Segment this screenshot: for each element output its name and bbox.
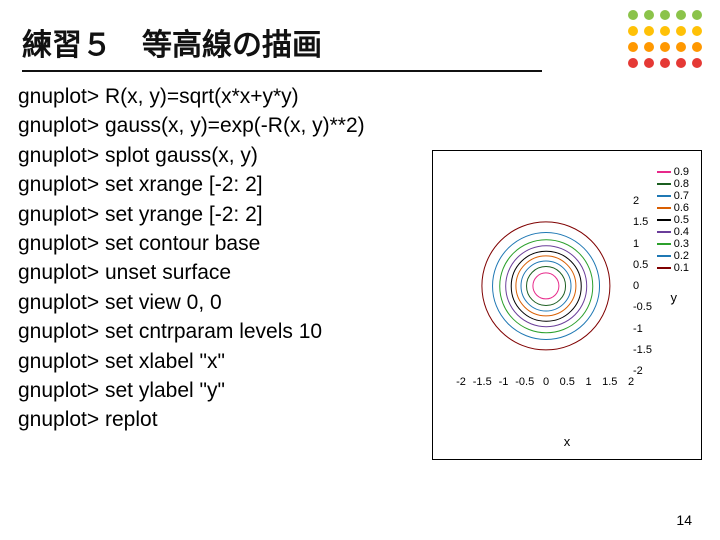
legend-label: 0.9	[674, 166, 689, 178]
x-tick: 0.5	[560, 376, 575, 388]
deco-dot	[644, 26, 654, 36]
deco-dot	[660, 26, 670, 36]
deco-dot	[676, 10, 686, 20]
y-tick: -0.5	[633, 301, 652, 313]
legend-item: 0.8	[657, 178, 689, 190]
legend-item: 0.9	[657, 166, 689, 178]
deco-dot	[644, 10, 654, 20]
contour-chart: 0.90.80.70.60.50.40.30.20.1 -2-1.5-1-0.5…	[432, 150, 702, 460]
legend-label: 0.4	[674, 226, 689, 238]
y-tick: -1	[633, 323, 643, 335]
legend-label: 0.7	[674, 190, 689, 202]
legend-swatch	[657, 183, 671, 185]
x-tick: 0	[543, 376, 549, 388]
y-axis-ticks: -2-1.5-1-0.500.511.52	[631, 201, 671, 371]
x-tick: -2	[456, 376, 466, 388]
corner-dots-decoration	[628, 10, 702, 68]
x-tick: -0.5	[515, 376, 534, 388]
legend-swatch	[657, 195, 671, 197]
deco-dot	[676, 42, 686, 52]
x-axis-label: x	[564, 434, 571, 449]
page-number: 14	[676, 512, 692, 528]
plot-area	[461, 201, 631, 371]
deco-dot	[676, 26, 686, 36]
gnuplot-command-list: gnuplot> R(x, y)=sqrt(x*x+y*y) gnuplot> …	[18, 82, 365, 435]
chart-inner: 0.90.80.70.60.50.40.30.20.1 -2-1.5-1-0.5…	[441, 161, 693, 419]
contour-level	[481, 221, 610, 350]
y-tick: 1.5	[633, 216, 648, 228]
deco-dot	[692, 10, 702, 20]
legend-label: 0.5	[674, 214, 689, 226]
x-tick: 1.5	[602, 376, 617, 388]
y-tick: -2	[633, 365, 643, 377]
deco-dot	[628, 26, 638, 36]
y-tick: 0	[633, 280, 639, 292]
x-tick: 2	[628, 376, 634, 388]
deco-dot	[660, 58, 670, 68]
x-tick: -1	[499, 376, 509, 388]
x-tick: 1	[585, 376, 591, 388]
legend-label: 0.8	[674, 178, 689, 190]
legend-label: 0.1	[674, 262, 689, 274]
deco-dot	[692, 26, 702, 36]
y-tick: 1	[633, 238, 639, 250]
y-tick: -1.5	[633, 344, 652, 356]
slide-title: 練習５ 等高線の描画	[22, 20, 542, 72]
deco-dot	[644, 58, 654, 68]
y-tick: 2	[633, 195, 639, 207]
deco-dot	[628, 10, 638, 20]
deco-dot	[628, 58, 638, 68]
deco-dot	[692, 58, 702, 68]
deco-dot	[660, 42, 670, 52]
deco-dot	[660, 10, 670, 20]
y-axis-label: y	[671, 290, 678, 305]
x-tick: -1.5	[473, 376, 492, 388]
legend-swatch	[657, 171, 671, 173]
deco-dot	[676, 58, 686, 68]
deco-dot	[628, 42, 638, 52]
deco-dot	[692, 42, 702, 52]
legend-label: 0.2	[674, 250, 689, 262]
deco-dot	[644, 42, 654, 52]
legend-label: 0.3	[674, 238, 689, 250]
legend-label: 0.6	[674, 202, 689, 214]
y-tick: 0.5	[633, 259, 648, 271]
